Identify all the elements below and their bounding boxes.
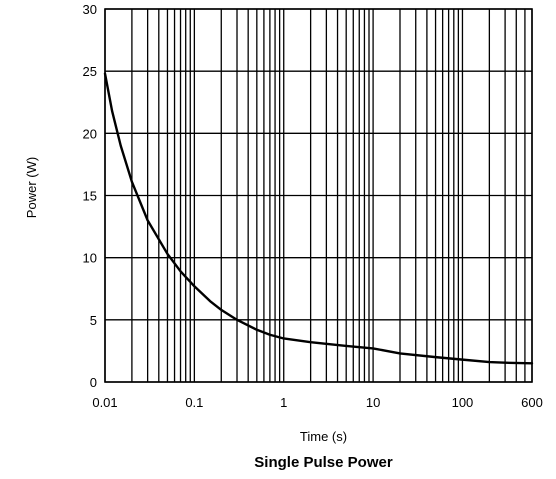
y-tick-label: 10	[83, 251, 97, 266]
y-tick-label: 25	[83, 64, 97, 79]
y-tick-label: 20	[83, 126, 97, 141]
x-axis-title: Time (s)	[300, 429, 347, 444]
x-tick-label: 0.1	[185, 395, 203, 410]
power-curve-line	[103, 72, 534, 365]
x-tick-label: 1	[280, 395, 287, 410]
x-tick-label: 0.01	[92, 395, 117, 410]
x-tick-label: 600	[521, 395, 543, 410]
y-axis-title: Power (W)	[24, 157, 39, 218]
plot-frame	[104, 8, 533, 383]
y-tick-label: 30	[83, 2, 97, 17]
x-tick-label: 100	[452, 395, 474, 410]
x-tick-labels: 0.01 0.1 1 10 100 600	[92, 395, 543, 410]
chart-title: Single Pulse Power	[254, 454, 393, 471]
grid-lines	[104, 8, 533, 383]
x-tick-label: 10	[366, 395, 380, 410]
y-tick-label: 15	[83, 189, 97, 204]
y-tick-labels: 0 5 10 15 20 25 30	[83, 2, 97, 390]
y-tick-label: 0	[90, 375, 97, 390]
series-group	[103, 72, 534, 365]
y-tick-label: 5	[90, 313, 97, 328]
